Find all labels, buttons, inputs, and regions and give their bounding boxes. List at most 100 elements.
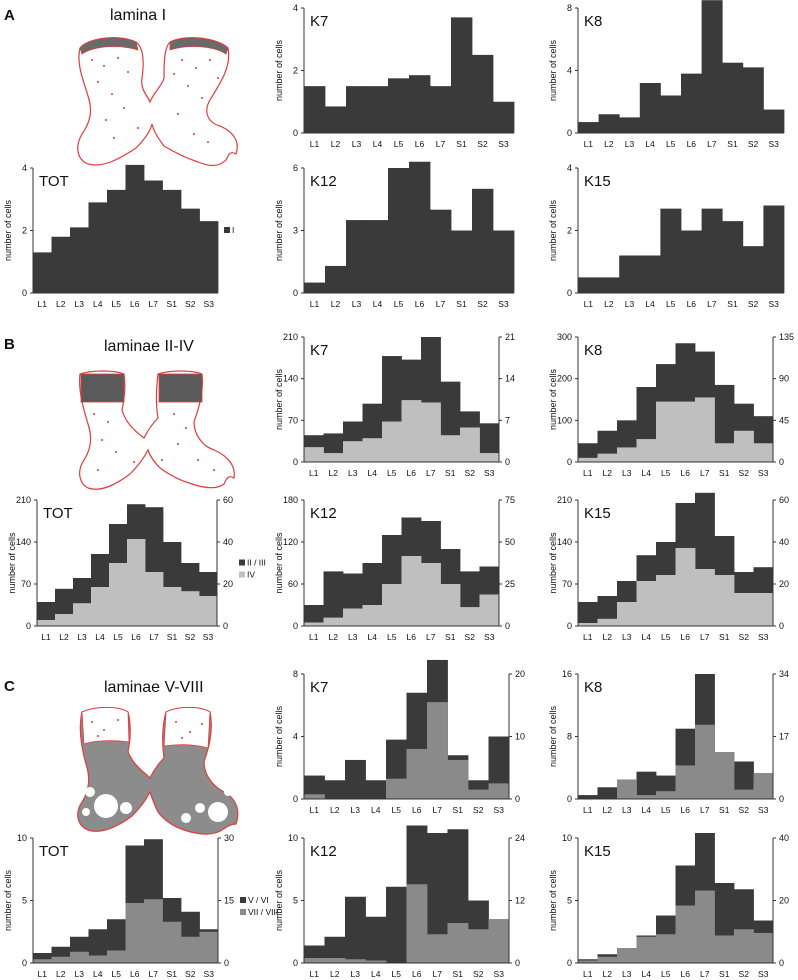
- y-tick-label-b-k15-0: 0: [567, 621, 572, 631]
- y-tick-label-a-k7-4: 4: [293, 3, 298, 13]
- x-tick-label-a-tot-l6: L6: [130, 299, 140, 309]
- y2-tick-label-c-k15-40: 40: [779, 833, 789, 843]
- y-tick-label-a-k7-0: 0: [293, 128, 298, 138]
- bar-c-tot-s1-l2: [51, 956, 71, 963]
- y2-tick-label-c-tot-0: 0: [224, 958, 229, 968]
- bar-a-k7-s0-l2: [325, 106, 347, 133]
- y2-tick-label-b-tot-40: 40: [223, 537, 233, 547]
- bar-c-k15-s1-s1: [714, 935, 735, 963]
- x-tick-label-c-k15-l4: L4: [642, 969, 652, 979]
- x-tick-label-b-tot-s1: S1: [167, 632, 178, 642]
- x-tick-label-b-k7-l1: L1: [309, 468, 319, 478]
- y2-tick-label-b-k15-40: 40: [779, 537, 789, 547]
- bar-a-tot-s0-s2: [181, 208, 200, 294]
- legend-label-c-tot-1: VII / VIII: [248, 907, 278, 917]
- bar-a-k8-s0-l5: [660, 95, 682, 133]
- x-tick-label-b-k12-l7: L7: [426, 632, 436, 642]
- x-tick-label-c-k8-l7: L7: [700, 805, 710, 815]
- y-axis-label-a-k15: number of cells: [548, 199, 558, 261]
- chart-title-b-k15: K15: [584, 505, 611, 522]
- x-tick-label-a-k15-s1: S1: [727, 299, 738, 309]
- chart-title-a-k8: K8: [584, 13, 602, 30]
- x-tick-label-b-tot-l7: L7: [149, 632, 159, 642]
- y-tick-label-a-k8-8: 8: [567, 3, 572, 13]
- bar-a-k15-s0-l3: [619, 255, 641, 293]
- x-tick-label-a-k12-l1: L1: [310, 299, 320, 309]
- y-tick-label-c-k12-5: 5: [293, 896, 298, 906]
- x-tick-label-a-k15-l5: L5: [666, 299, 676, 309]
- y2-tick-label-c-k8-0: 0: [779, 794, 784, 804]
- bar-c-k12-s0-l7: [427, 833, 448, 963]
- bar-a-k15-s0-l7: [701, 208, 723, 294]
- bar-c-k8-s1-l7: [695, 724, 715, 799]
- x-tick-label-b-k12-l1: L1: [309, 632, 319, 642]
- bar-a-k15-s0-s2: [742, 246, 764, 294]
- x-tick-label-b-k15-l1: L1: [583, 632, 593, 642]
- y2-tick-label-b-k12-25: 25: [505, 579, 515, 589]
- x-tick-label-c-k7-l2: L2: [330, 805, 340, 815]
- x-tick-label-a-k12-l3: L3: [352, 299, 362, 309]
- bar-a-k15-s0-l1: [578, 277, 599, 294]
- x-tick-label-c-k7-l3: L3: [351, 805, 361, 815]
- y-tick-label-a-k12-0: 0: [293, 288, 298, 298]
- x-tick-label-c-k7-s1: S1: [453, 805, 464, 815]
- x-tick-label-a-tot-l7: L7: [149, 299, 159, 309]
- chart-c-k15: 0 5 10 0 20 40 L1 L2 L3 L4 L5 L6 L7 S1 S2 S3 number of c…: [548, 833, 789, 979]
- x-tick-label-b-k7-l7: L7: [426, 468, 436, 478]
- chart-title-c-tot: TOT: [39, 843, 69, 860]
- bar-c-k8-s1-s1: [714, 752, 735, 800]
- y-tick-label-a-k15-0: 0: [567, 288, 572, 298]
- y2-tick-label-b-tot-20: 20: [223, 579, 233, 589]
- x-tick-label-b-k7-l5: L5: [387, 468, 397, 478]
- x-tick-label-c-k12-l7: L7: [433, 969, 443, 979]
- y-tick-label-b-k12-60: 60: [288, 579, 298, 589]
- y-axis-label-a-k12: number of cells: [274, 199, 284, 261]
- y2-tick-label-b-k7-7: 7: [505, 415, 510, 425]
- x-tick-label-b-tot-s2: S2: [185, 632, 196, 642]
- x-tick-label-c-tot-s1: S1: [167, 969, 178, 979]
- x-tick-label-a-k12-s2: S2: [477, 299, 488, 309]
- spinal-cord-drawing-lamina-i: [77, 37, 238, 167]
- x-tick-label-c-k7-s2: S2: [473, 805, 484, 815]
- y2-tick-label-c-k7-10: 10: [515, 732, 525, 742]
- y2-tick-label-b-tot-60: 60: [223, 495, 233, 505]
- y-axis-label-a-tot: number of cells: [3, 199, 13, 261]
- legend-swatch-c-tot-1: [240, 909, 246, 915]
- bar-b-k7-s0-s3: [479, 423, 500, 462]
- bar-c-k12-s1-s1: [447, 923, 469, 963]
- bar-a-tot-s0-l1: [33, 252, 52, 294]
- legend-swatch-a-tot-0: [224, 227, 230, 233]
- chart-a-tot: 0 2 4 L1 L2 L3 L4 L5 L6 L7 S1 S2 S3 number of cells TO…: [3, 163, 234, 309]
- x-tick-label-c-k7-l6: L6: [412, 805, 422, 815]
- bar-b-tot-s1-l7: [145, 572, 164, 626]
- bar-b-k7-s1-l2: [323, 453, 344, 462]
- bar-a-k8-s0-s3: [763, 109, 785, 133]
- x-tick-label-b-k12-l5: L5: [387, 632, 397, 642]
- bar-a-k8-s0-l2: [598, 114, 620, 133]
- y2-tick-label-b-k15-20: 20: [779, 579, 789, 589]
- y2-tick-label-b-k7-14: 14: [505, 374, 515, 384]
- y2-tick-label-b-k7-21: 21: [505, 332, 515, 342]
- x-tick-label-c-k8-l6: L6: [681, 805, 691, 815]
- bar-c-k8-s1-s3: [753, 773, 774, 799]
- bar-b-k8-s0-s1: [714, 384, 735, 462]
- bar-a-k12-s0-l4: [367, 220, 389, 293]
- y2-tick-label-b-k15-0: 0: [779, 621, 784, 631]
- bar-b-tot-s1-s2: [181, 591, 200, 626]
- bar-b-k12-s1-l2: [323, 617, 344, 626]
- y-tick-label-b-k7-210: 210: [283, 332, 298, 342]
- x-tick-label-b-k12-l6: L6: [407, 632, 417, 642]
- bar-b-tot-s1-l5: [109, 563, 128, 626]
- bar-b-k12-s1-l7: [421, 563, 441, 626]
- bar-b-tot-s1-l3: [73, 603, 92, 626]
- bar-c-tot-s1-l3: [70, 951, 89, 963]
- x-tick-label-c-k7-l1: L1: [310, 805, 320, 815]
- bar-b-k12-s1-l4: [362, 605, 383, 626]
- y-tick-label-b-k12-120: 120: [283, 537, 298, 547]
- y-axis-label-c-k12: number of cells: [274, 869, 284, 931]
- bar-b-k12-s1-l3: [343, 608, 363, 626]
- bar-a-tot-s0-l4: [88, 202, 108, 294]
- bar-b-k15-s1-l4: [636, 581, 657, 626]
- y-tick-label-b-tot-140: 140: [16, 537, 31, 547]
- x-tick-label-c-k8-l3: L3: [622, 805, 632, 815]
